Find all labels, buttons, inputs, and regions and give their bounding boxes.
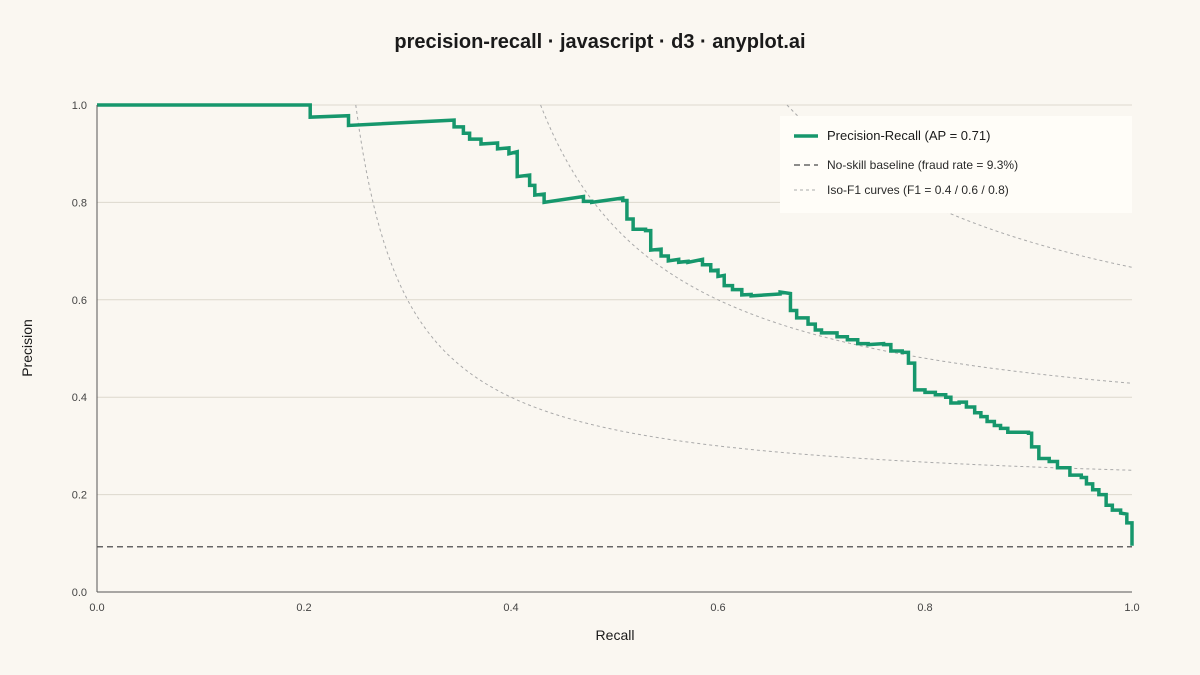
y-tick-label-1.0: 1.0 [72,100,87,112]
axes [96,105,1132,593]
legend-label-isof1: Iso-F1 curves (F1 = 0.4 / 0.6 / 0.8) [827,183,1009,197]
iso-f1-curve-0.4 [355,104,1133,471]
y-tick-label-0.2: 0.2 [72,490,87,502]
legend: Precision-Recall (AP = 0.71) No-skill ba… [780,116,1132,213]
pr-curve-group [97,103,1134,546]
x-tick-label-0.2: 0.2 [296,602,311,614]
legend-label-pr: Precision-Recall (AP = 0.71) [827,128,990,143]
chart-title: precision-recall · javascript · d3 · any… [394,31,805,53]
y-tick-label-0.6: 0.6 [72,295,87,307]
pr-curve-line [97,103,1134,546]
x-tick-label-1.0: 1.0 [1124,602,1139,614]
y-tick-label-0.8: 0.8 [72,197,87,209]
x-tick-label-0.0: 0.0 [89,602,104,614]
legend-label-baseline: No-skill baseline (fraud rate = 9.3%) [827,158,1018,172]
y-tick-label-0.0: 0.0 [72,587,87,599]
x-tick-label-0.6: 0.6 [710,602,725,614]
y-axis-label: Precision [19,319,35,377]
y-tick-labels: 0.0 0.2 0.4 0.6 0.8 1.0 [72,100,87,599]
legend-box [780,116,1132,213]
y-tick-label-0.4: 0.4 [72,392,87,404]
x-axis-label: Recall [596,627,635,643]
iso-f1-curves [355,104,1133,471]
iso-f1-curve-0.6 [540,104,1133,384]
x-tick-label-0.4: 0.4 [503,602,518,614]
x-tick-labels: 0.0 0.2 0.4 0.6 0.8 1.0 [89,602,1139,614]
x-tick-label-0.8: 0.8 [917,602,932,614]
